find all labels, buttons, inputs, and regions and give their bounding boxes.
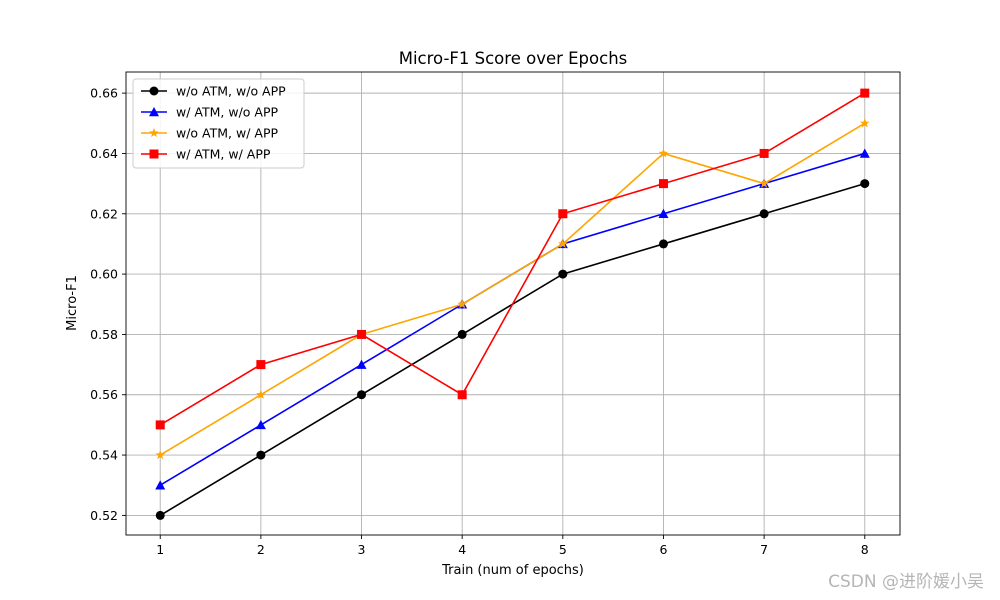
x-tick-label: 6 (659, 542, 667, 557)
data-point (255, 419, 266, 430)
y-axis-ticks: 0.52 0.54 0.56 0.58 0.60 0.62 0.64 0.66 (90, 86, 126, 523)
data-point (860, 118, 870, 128)
data-point (155, 510, 165, 520)
legend-item: w/o ATM, w/ APP (141, 126, 279, 141)
data-point (759, 178, 769, 188)
legend: w/o ATM, w/o APP w/ ATM, w/o APP w/o ATM, … (132, 78, 305, 169)
axes-frame (125, 71, 901, 536)
data-point (658, 239, 668, 249)
plot-area: 1 2 3 4 5 6 7 8 0.52 0.54 0.56 0.58 0.60 0.62 0.64 0.66… (90, 71, 901, 557)
y-tick-label: 0.66 (90, 86, 118, 101)
x-tick-label: 3 (358, 542, 366, 557)
data-point (256, 450, 266, 460)
series-line (159, 92, 866, 426)
y-tick-label: 0.62 (90, 206, 118, 221)
legend-label: w/ ATM, w/ APP (176, 147, 271, 162)
y-tick-label: 0.58 (90, 327, 118, 342)
data-point (860, 179, 870, 189)
data-point (155, 420, 165, 430)
data-point (558, 209, 568, 219)
data-point (759, 148, 769, 158)
data-point (256, 389, 266, 399)
data-point (457, 329, 467, 339)
data-point (658, 148, 669, 158)
data-point (357, 390, 367, 400)
legend-label: w/ ATM, w/o APP (176, 105, 279, 120)
y-tick-label: 0.64 (90, 146, 118, 161)
data-point (859, 148, 870, 158)
watermark-text: CSDN @进阶媛小吴 (828, 572, 984, 592)
data-point (759, 209, 769, 219)
data-point (658, 208, 669, 219)
legend-label: w/o ATM, w/o APP (176, 84, 286, 99)
legend-item: w/o ATM, w/o APP (141, 84, 286, 99)
data-point (558, 238, 568, 248)
x-tick-label: 2 (257, 542, 265, 557)
x-tick-label: 8 (861, 542, 869, 557)
y-tick-label: 0.56 (90, 387, 118, 402)
y-tick-label: 0.60 (90, 267, 118, 282)
x-tick-label: 5 (559, 542, 567, 557)
series-4 (155, 88, 870, 430)
data-point (357, 329, 367, 339)
data-point (149, 86, 159, 96)
data-point (356, 359, 367, 369)
y-axis-label: Micro-F1 (65, 275, 80, 331)
data-point (155, 450, 165, 460)
data-point (256, 360, 266, 370)
data-point (149, 107, 159, 117)
data-point (558, 269, 568, 279)
data-point (149, 149, 159, 159)
data-point (457, 390, 467, 400)
chart-title: Micro-F1 Score over Epochs (399, 49, 628, 68)
data-point (658, 179, 668, 189)
x-tick-label: 7 (760, 542, 768, 557)
x-axis-label: Train (num of epochs) (441, 563, 584, 578)
y-tick-label: 0.52 (90, 508, 118, 523)
legend-label: w/o ATM, w/ APP (176, 126, 279, 141)
data-point (155, 480, 166, 490)
legend-item: w/ ATM, w/o APP (141, 105, 279, 120)
data-point (860, 88, 870, 98)
data-point (457, 299, 467, 309)
legend-item: w/ ATM, w/ APP (141, 147, 271, 162)
x-tick-label: 1 (156, 542, 164, 557)
series-line (159, 122, 866, 456)
x-axis-ticks: 1 2 3 4 5 6 7 8 (156, 535, 869, 557)
x-tick-label: 4 (458, 542, 466, 557)
legend-box (132, 78, 305, 169)
y-tick-label: 0.54 (90, 448, 118, 463)
data-point (149, 128, 159, 138)
